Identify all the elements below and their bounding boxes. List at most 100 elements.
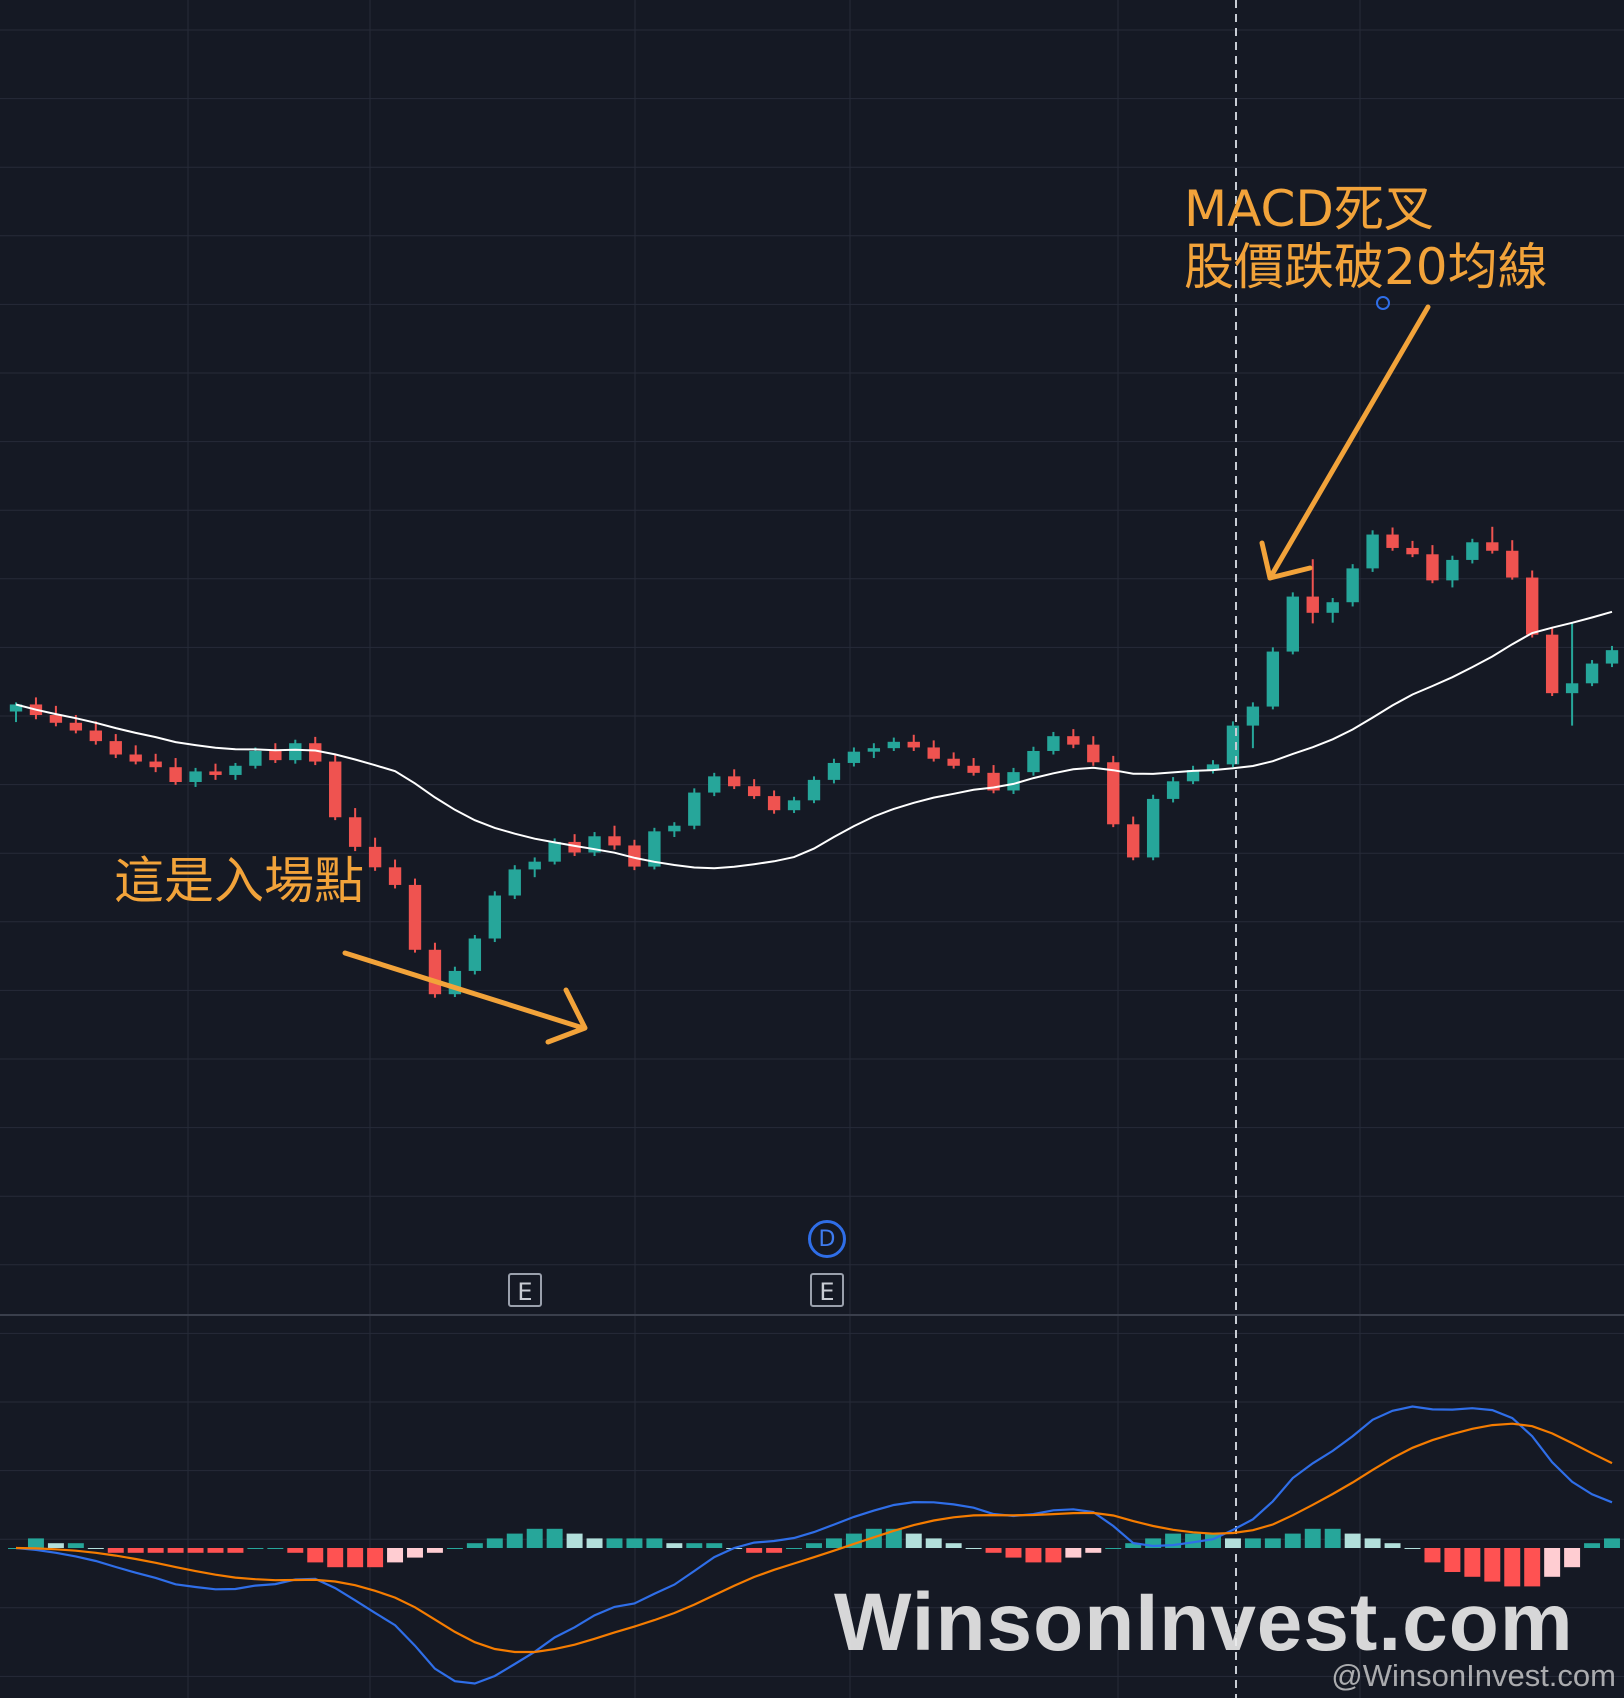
candle bbox=[1426, 545, 1439, 584]
histogram-bar bbox=[646, 1538, 663, 1548]
candle-body bbox=[1047, 736, 1060, 751]
candle-body bbox=[1466, 542, 1479, 560]
candle bbox=[209, 763, 222, 780]
candle bbox=[9, 702, 23, 723]
candle-body bbox=[1306, 596, 1319, 613]
candle-body bbox=[728, 776, 741, 787]
candle bbox=[189, 767, 202, 787]
candle-body bbox=[249, 750, 262, 766]
candle-body bbox=[1545, 634, 1559, 694]
histogram-bar bbox=[1584, 1543, 1601, 1548]
candle bbox=[428, 942, 442, 998]
candle-body bbox=[408, 884, 422, 950]
earnings-marker-1[interactable]: E bbox=[508, 1273, 542, 1307]
candle bbox=[348, 808, 362, 852]
candle bbox=[1127, 816, 1140, 861]
candle-body bbox=[747, 786, 761, 797]
histogram-bar bbox=[905, 1533, 922, 1548]
macd-histogram bbox=[8, 1528, 1620, 1587]
candle bbox=[408, 878, 422, 953]
candle bbox=[388, 859, 402, 889]
candle bbox=[508, 865, 521, 900]
candle bbox=[1027, 746, 1040, 776]
candle-body bbox=[1326, 602, 1339, 613]
histogram-bar bbox=[1384, 1543, 1401, 1548]
candle bbox=[129, 745, 142, 765]
candle-body bbox=[49, 715, 63, 723]
candle bbox=[1246, 702, 1260, 749]
histogram-bar bbox=[1344, 1533, 1361, 1548]
histogram-bar bbox=[466, 1543, 483, 1548]
candle-body bbox=[1246, 706, 1260, 726]
histogram-bar bbox=[1085, 1548, 1102, 1553]
candle-body bbox=[1166, 781, 1180, 799]
macd-line bbox=[15, 1405, 1613, 1685]
candle-body bbox=[69, 722, 83, 731]
candle-body bbox=[568, 841, 581, 853]
candle bbox=[588, 832, 601, 857]
histogram-bar bbox=[945, 1543, 962, 1548]
candle bbox=[608, 825, 621, 850]
candle bbox=[1286, 592, 1299, 655]
histogram-bar bbox=[546, 1528, 563, 1548]
candle bbox=[1306, 559, 1319, 624]
candle bbox=[1007, 767, 1020, 794]
candle-body bbox=[708, 776, 721, 793]
candle bbox=[169, 758, 182, 785]
histogram-bar bbox=[1424, 1548, 1441, 1563]
histogram-bar bbox=[506, 1533, 523, 1548]
candle-body bbox=[428, 949, 442, 995]
candle-body bbox=[209, 771, 222, 775]
candle-body bbox=[767, 796, 781, 811]
candle bbox=[109, 734, 122, 759]
candle-body bbox=[787, 800, 801, 811]
watermark-handle: @WinsonInvest.com bbox=[1331, 1658, 1616, 1693]
candle bbox=[1346, 564, 1359, 607]
histogram-bar bbox=[1145, 1538, 1162, 1548]
histogram-bar bbox=[167, 1548, 184, 1553]
candle bbox=[1107, 755, 1120, 828]
candle bbox=[329, 754, 342, 821]
candle bbox=[89, 721, 102, 745]
histogram-bar bbox=[67, 1543, 84, 1548]
candle-body bbox=[887, 741, 900, 749]
histogram-bar bbox=[187, 1548, 204, 1553]
histogram-bar bbox=[307, 1548, 324, 1563]
earnings-marker-2[interactable]: E bbox=[810, 1273, 844, 1307]
candle-body bbox=[149, 761, 162, 768]
dividend-marker[interactable]: D bbox=[808, 1220, 846, 1258]
histogram-bar bbox=[706, 1543, 723, 1548]
ma20-line bbox=[15, 610, 1613, 870]
candle bbox=[229, 762, 242, 780]
candle bbox=[1446, 555, 1459, 588]
candle bbox=[1565, 622, 1579, 726]
candle bbox=[1486, 526, 1499, 554]
candle-body bbox=[1007, 772, 1020, 791]
candle-body bbox=[1605, 650, 1619, 664]
candle-body bbox=[329, 761, 342, 818]
candle bbox=[967, 758, 980, 776]
histogram-bar bbox=[1065, 1548, 1082, 1558]
candle bbox=[488, 891, 501, 943]
histogram-bar bbox=[207, 1548, 224, 1553]
candle-body bbox=[548, 841, 561, 862]
candle bbox=[1087, 736, 1100, 766]
histogram-bar bbox=[1444, 1548, 1461, 1572]
histogram-bar bbox=[626, 1538, 643, 1548]
candle-body bbox=[628, 845, 641, 867]
candle bbox=[668, 822, 681, 837]
entry-arrow bbox=[342, 950, 588, 1045]
histogram-bar bbox=[1324, 1528, 1341, 1548]
candle-body bbox=[1346, 568, 1359, 603]
candle-body bbox=[668, 825, 681, 832]
candle-body bbox=[1585, 663, 1599, 684]
candle bbox=[249, 747, 262, 769]
histogram-bar bbox=[1264, 1538, 1281, 1548]
exit-annotation-line2: 股價跌破20均線 bbox=[1184, 238, 1548, 296]
candle bbox=[887, 737, 900, 751]
histogram-bar bbox=[1604, 1538, 1620, 1548]
candle bbox=[847, 747, 861, 767]
candle-body bbox=[368, 846, 382, 868]
histogram-bar bbox=[825, 1538, 842, 1548]
histogram-bar bbox=[925, 1538, 942, 1548]
